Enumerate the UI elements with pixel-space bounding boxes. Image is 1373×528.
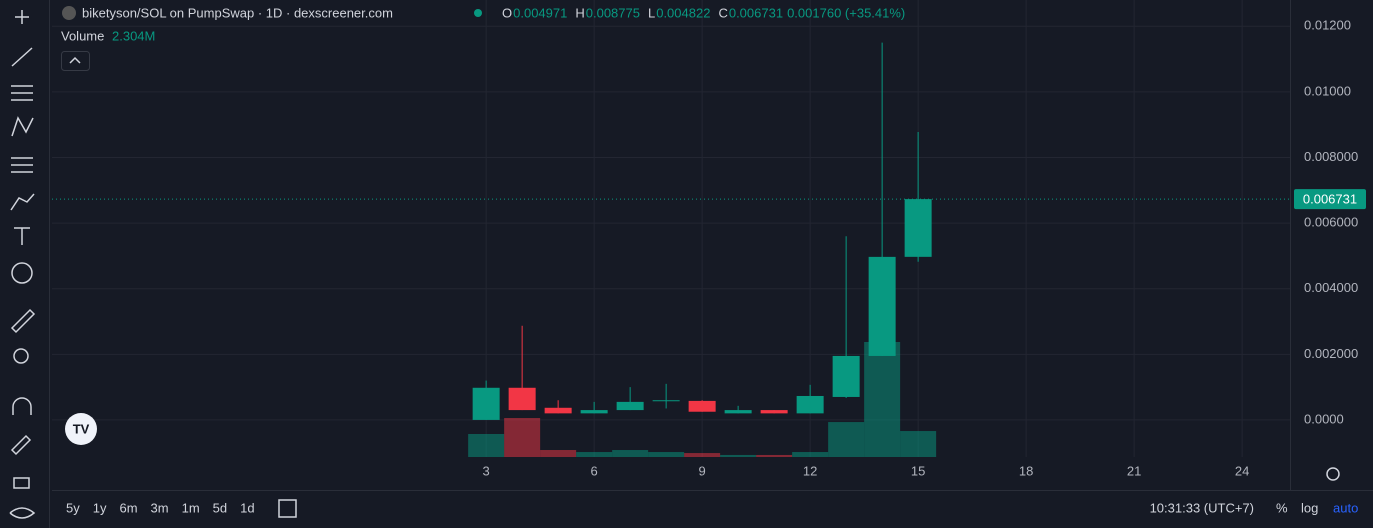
x-tick-label: 18 [1019,463,1033,478]
draw-lock-tool[interactable] [10,434,32,456]
volume-bar [468,434,505,457]
y-tick-label: 0.01200 [1304,18,1351,33]
ruler-tool[interactable] [10,308,36,334]
volume-bar [648,452,685,457]
volume-bar [792,452,829,457]
range-button[interactable]: 5d [213,500,227,515]
last-price-label: 0.006731 [1303,192,1357,207]
ohlc-key: C [718,5,727,20]
ohlc-value: 0.004822 [656,5,710,20]
volume-bar [540,450,577,457]
volume-bar [504,417,541,457]
volume-bar [828,422,865,457]
text-tool[interactable] [14,227,30,245]
candle-body [508,387,536,411]
candle-body [796,395,824,414]
volume-value: 2.304M [112,28,155,43]
candle-body [688,400,716,412]
lock-tool[interactable] [13,477,30,489]
crosshair-tool[interactable] [15,10,29,24]
candle-body [724,410,752,414]
volume-bar [684,453,721,457]
volume-bar [756,454,793,457]
range-button[interactable]: 5y [66,500,80,515]
candle-body [904,199,932,257]
ohlc-key: H [575,5,584,20]
candle-body [616,401,644,411]
x-tick-label: 21 [1127,463,1141,478]
date-range-icon[interactable] [278,499,297,518]
ohlc-value: 0.006731 [729,5,783,20]
x-tick-label: 6 [591,463,598,478]
toolbar [9,10,36,519]
collapse-button[interactable] [61,51,90,71]
x-tick-label: 12 [803,463,817,478]
scale-button[interactable]: % [1276,500,1288,515]
y-tick-label: 0.01000 [1304,83,1351,98]
candle-body [832,355,860,397]
projection-tool[interactable] [11,157,33,173]
status-dot [474,9,482,17]
magnet-tool[interactable] [12,397,32,415]
candle-body [472,387,500,420]
x-tick-label: 3 [483,463,490,478]
change-value: 0.001760 (+35.41%) [787,5,905,20]
pattern-tool[interactable] [11,116,34,137]
y-tick-label: 0.006000 [1304,215,1358,230]
settings-icon[interactable] [1326,467,1340,481]
emoji-tool[interactable] [11,262,33,284]
chart-title: biketyson/SOL on PumpSwap · 1D · dexscre… [82,5,393,20]
volume-bar [576,452,613,457]
x-tick-label: 9 [699,463,706,478]
volume-label: Volume [61,28,104,43]
range-button[interactable]: 6m [119,500,137,515]
line-tool[interactable] [11,47,33,67]
range-button[interactable]: 3m [151,500,169,515]
volume-bar [612,450,649,457]
candle-body [868,256,896,356]
fib-tool[interactable] [11,85,33,101]
scale-button[interactable]: log [1301,500,1318,515]
y-tick-label: 0.008000 [1304,149,1358,164]
y-tick-label: 0.0000 [1304,411,1344,426]
candle-body [652,400,680,402]
x-tick-label: 15 [911,463,925,478]
range-button[interactable]: 1d [240,500,254,515]
range-button[interactable]: 1m [182,500,200,515]
tv-logo-text: TV [73,421,90,436]
tv-logo [65,413,97,445]
token-icon [62,6,76,20]
scale-button[interactable]: auto [1333,500,1358,515]
x-tick-label: 24 [1235,463,1249,478]
clock: 10:31:33 (UTC+7) [1150,500,1254,515]
ohlc-value: 0.004971 [513,5,567,20]
volume-bar [720,454,757,457]
range-button[interactable]: 1y [93,500,107,515]
eye-tool[interactable] [9,507,36,519]
volume-bar [900,431,937,457]
y-tick-label: 0.002000 [1304,346,1358,361]
y-tick-label: 0.004000 [1304,280,1358,295]
ohlc-key: O [502,5,512,20]
zoom-tool[interactable] [13,348,29,364]
brush-tool[interactable] [10,193,35,211]
last-price-tag [1294,189,1366,210]
candle-body [760,410,788,414]
candle-body [580,410,608,414]
candle-body [544,407,572,414]
collapse-icon [69,56,81,64]
volume-bar [864,342,901,457]
ohlc-key: L [648,5,655,20]
ohlc-value: 0.008775 [586,5,640,20]
